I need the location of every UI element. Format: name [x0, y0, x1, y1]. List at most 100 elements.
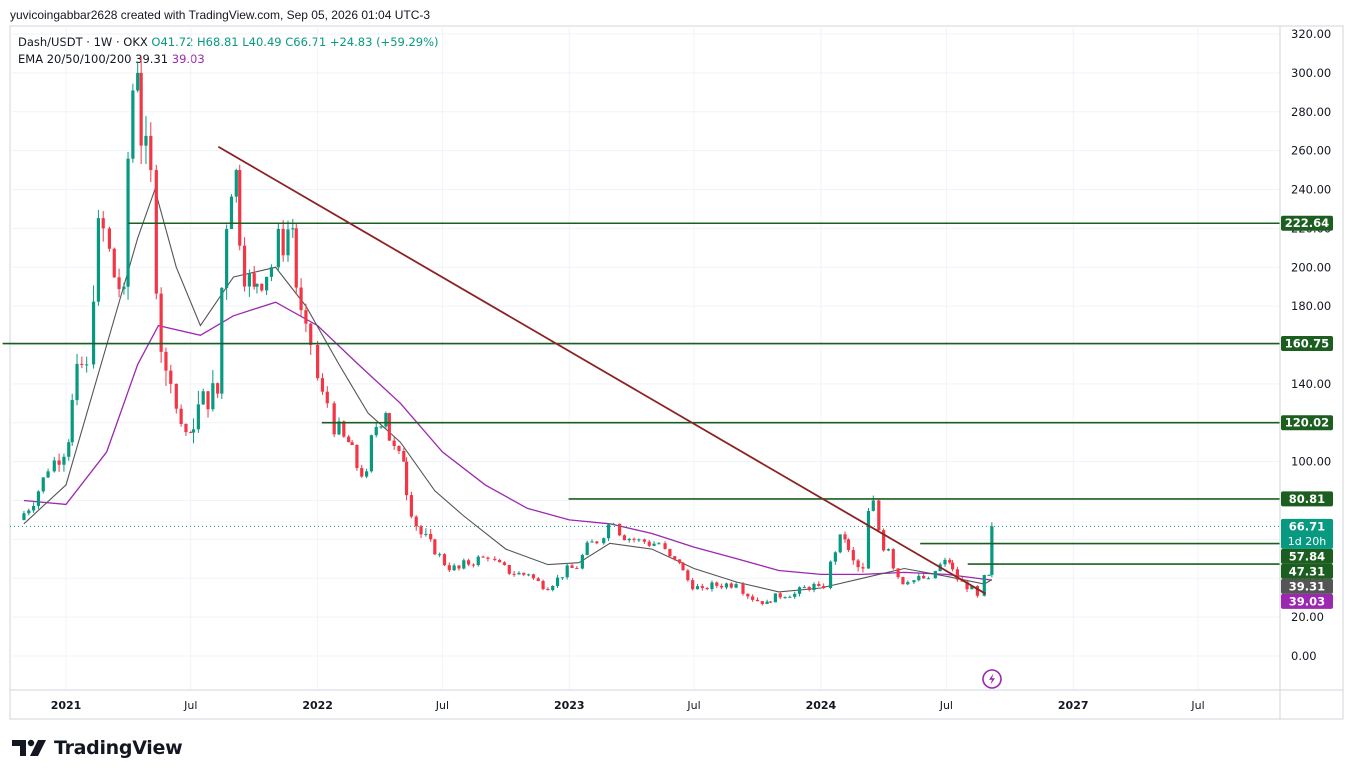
candle-body [75, 363, 79, 401]
candle-body [950, 562, 955, 570]
price-label-tag: 160.75 [1281, 336, 1333, 352]
tradingview-logo[interactable]: TradingView [12, 737, 183, 759]
candle-body [384, 413, 388, 427]
time-axis[interactable]: 2021 Jul 2022 Jul 2023 Jul 2024 Jul 2027 Jul [10, 689, 1343, 712]
candle-body [62, 456, 66, 465]
candle-body [560, 577, 564, 579]
candle-body [512, 573, 516, 575]
price-label-bg [1281, 593, 1333, 609]
candle-body [350, 442, 354, 446]
x-tick-label: 2024 [806, 699, 837, 712]
candle-body [606, 524, 611, 539]
ema-label[interactable]: EMA 20/50/100/200 [18, 52, 132, 66]
candle-body [260, 283, 264, 291]
y-tick-label: 240.00 [1291, 183, 1331, 197]
price-label-tag: 39.03 [1281, 593, 1333, 609]
candle-body [70, 400, 74, 443]
candle-body [681, 562, 685, 571]
candle-body [729, 583, 733, 588]
candle-body [700, 586, 704, 588]
y-tick-label: 0.00 [1291, 649, 1317, 663]
candle-body [565, 565, 569, 578]
candle-body [462, 560, 466, 569]
price-label-bg [1281, 578, 1333, 594]
candle-body [595, 541, 599, 544]
candle-body [812, 583, 816, 590]
lightning-icon[interactable] [982, 669, 1002, 689]
y-tick-label: 300.00 [1291, 66, 1331, 80]
candle-body [216, 383, 220, 394]
candle-body [360, 468, 364, 477]
candle-body [447, 565, 451, 571]
candle-body [975, 586, 979, 596]
candle-body [575, 567, 579, 569]
price-label-text: 80.81 [1289, 492, 1325, 506]
candle-body [617, 523, 622, 536]
candle-body [139, 72, 143, 146]
candle-body [637, 539, 641, 541]
x-tick-label: 2022 [302, 699, 333, 712]
x-tick-label: Jul [1190, 699, 1204, 712]
countdown-text: 1d 20h [1288, 535, 1326, 548]
candle-body [291, 228, 295, 230]
candle-body [695, 586, 700, 590]
candle-body [882, 530, 886, 551]
price-label-text: 120.02 [1285, 416, 1329, 430]
x-tick-label: Jul [939, 699, 953, 712]
candle-body [611, 523, 615, 525]
candle-body [498, 559, 502, 563]
candle-body [546, 588, 550, 591]
candle-body [476, 556, 480, 566]
chart-border [9, 25, 1344, 720]
candle-body [843, 534, 847, 540]
candle-body [622, 535, 627, 541]
candle-body [943, 559, 947, 565]
horizontal-levels [2, 222, 1280, 565]
price-label-tag: 39.31 [1281, 578, 1333, 594]
candle-body [570, 565, 574, 568]
ema-legend[interactable]: EMA 20/50/100/200 39.31 39.03 [18, 52, 205, 66]
candle-body [602, 538, 606, 544]
candle-body [225, 229, 229, 288]
candle-body [768, 601, 773, 603]
candle-body [906, 582, 910, 585]
candle-body [409, 495, 413, 517]
y-tick-label: 180.00 [1291, 299, 1331, 313]
candle-body [252, 273, 256, 287]
tradingview-logo-text: TradingView [54, 737, 183, 759]
candle-body [856, 560, 860, 568]
tradingview-logo-icon [12, 739, 46, 756]
candle-body [720, 585, 724, 588]
ema50-value: 39.03 [171, 52, 205, 66]
price-label-text: 222.64 [1285, 216, 1329, 230]
candle-body [652, 543, 656, 546]
y-tick-label: 20.00 [1291, 610, 1324, 624]
candle-body [369, 435, 374, 472]
candle-body [705, 587, 709, 590]
candle-body [926, 578, 931, 580]
candle-body [773, 593, 777, 603]
y-tick-label: 280.00 [1291, 105, 1331, 119]
candle-body [642, 539, 647, 542]
candle-body [982, 575, 986, 596]
candle-body [238, 170, 242, 246]
candle-body [901, 577, 905, 585]
candle-body [797, 587, 802, 594]
candle-body [101, 218, 105, 229]
symbol-legend[interactable]: Dash/USDT · 1W · OKX O41.72 H68.81 L40.4… [18, 35, 439, 49]
downtrend-line[interactable] [217, 145, 987, 595]
candle-body [85, 364, 89, 366]
candle-body [896, 568, 900, 578]
candle-body [933, 571, 937, 579]
candle-body [822, 586, 826, 588]
y-tick-label: 200.00 [1291, 260, 1331, 274]
candle-body [269, 267, 274, 277]
candle-body [866, 510, 871, 569]
price-axis[interactable]: 320.00300.00280.00260.00240.00220.00200.… [1279, 26, 1331, 719]
candle-body [746, 593, 750, 597]
ema50-line [23, 301, 992, 581]
candle-body [419, 526, 423, 535]
symbol-name[interactable]: Dash/USDT · 1W · OKX [18, 35, 148, 49]
price-label-tag: 66.71 1d 20h [1281, 518, 1333, 549]
